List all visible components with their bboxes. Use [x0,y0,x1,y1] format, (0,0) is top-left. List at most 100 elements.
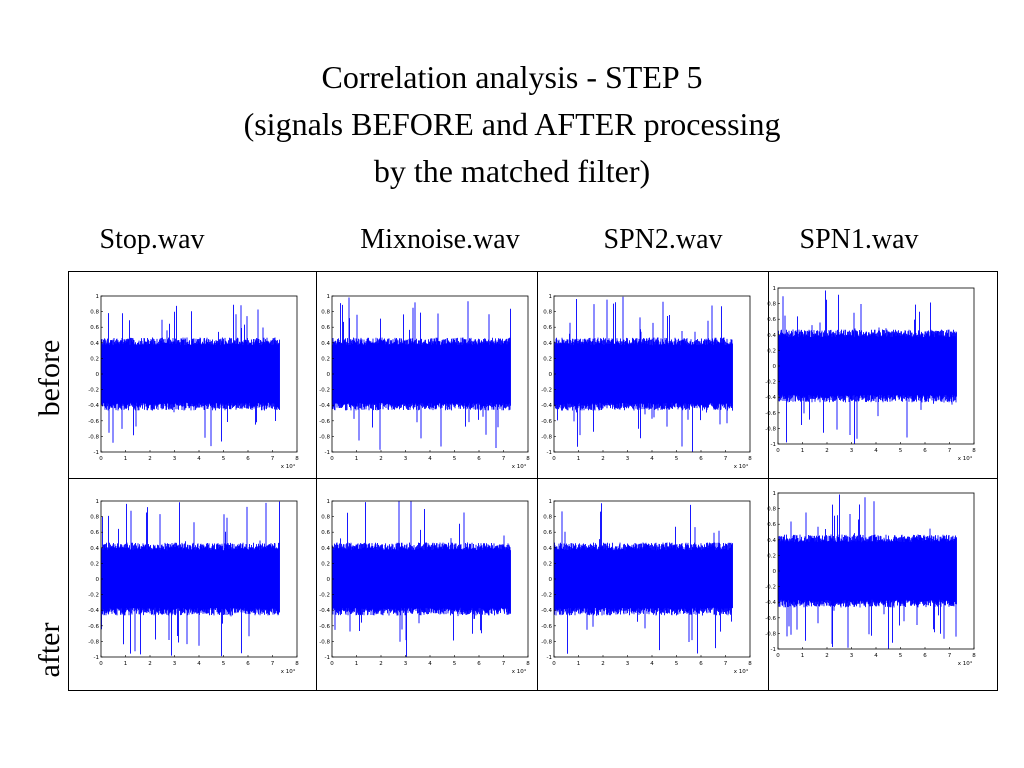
x-tick-label: 4 [428,661,432,667]
plot-after-spn2: 0 1 2 3 4 5 6 7 8 1 0.8 0.6 0.4 0.2 0 -0.2 -0.4 -0.6 -0.8 -… [540,497,758,675]
y-tick-label: 1 [549,499,553,505]
y-tick-label: 0.2 [543,356,552,362]
waveform-chart: 0 1 2 3 4 5 6 7 8 1 0.8 0.6 0.4 0.2 0 -0.2 -0.4 -0.6 -0.8 -… [88,294,299,470]
signal-series-line [778,290,957,444]
y-tick-label: -0.4 [541,403,552,409]
x-tick-label: 7 [724,661,728,667]
x-tick-label: 7 [502,456,506,462]
x-tick-label: 5 [899,448,903,454]
y-tick-label: -0.2 [541,388,552,394]
y-tick-label: 0 [96,372,100,378]
x-tick-label: 8 [526,456,530,462]
y-tick-label: 0.6 [767,317,776,323]
y-tick-label: 1 [773,286,777,292]
y-tick-label: 1 [96,294,100,300]
y-tick-label: 0.4 [321,546,330,552]
x-tick-label: 2 [148,456,152,462]
waveform-chart: 0 1 2 3 4 5 6 7 8 1 0.8 0.6 0.4 0.2 0 -0.2 -0.4 -0.6 -0.8 -… [765,491,976,667]
y-tick-label: 0.6 [543,530,552,536]
y-tick-label: -0.6 [88,624,99,630]
y-tick-label: -0.6 [319,419,330,425]
title-line-2: (signals BEFORE and AFTER processing [243,106,781,142]
y-tick-label: 0 [327,577,331,583]
y-tick-label: -0.8 [765,426,776,432]
y-tick-label: -0.6 [765,411,776,417]
y-tick-label: -0.8 [765,631,776,637]
y-tick-label: 0.4 [90,341,99,347]
y-tick-label: 0 [549,577,553,583]
signal-series-line [554,503,733,654]
x-tick-label: 4 [197,456,201,462]
x-tick-label: 6 [477,456,481,462]
y-tick-label: 0.4 [767,333,776,339]
row-label-after: after [33,622,66,678]
x-tick-label: 5 [222,456,226,462]
x-tick-label: 3 [850,653,854,659]
x-axis-multiplier: x 10⁴ [281,463,296,470]
y-tick-label: 0.6 [543,325,552,331]
y-tick-label: 0.4 [543,546,552,552]
y-tick-label: -0.2 [319,593,330,599]
y-tick-label: 0.8 [543,515,552,521]
y-tick-label: 0.4 [321,341,330,347]
y-tick-label: 0.8 [767,302,776,308]
x-tick-label: 7 [948,448,952,454]
x-tick-label: 4 [650,661,654,667]
column-label-stop: Stop.wav [99,224,205,255]
x-tick-label: 5 [675,661,679,667]
y-tick-label: -1 [547,655,552,661]
signal-series-line [332,501,511,657]
x-tick-label: 5 [222,661,226,667]
y-tick-label: 1 [327,499,331,505]
y-tick-label: -0.8 [319,639,330,645]
x-axis-multiplier: x 10⁴ [281,668,296,675]
y-tick-label: 0 [549,372,553,378]
y-tick-label: 0.8 [543,310,552,316]
plot-before-spn1: 0 1 2 3 4 5 6 7 8 1 0.8 0.6 0.4 0.2 0 -0.2 -0.4 -0.6 -0.8 -… [764,284,982,462]
y-tick-label: -0.6 [319,624,330,630]
y-tick-label: 0.6 [90,530,99,536]
x-tick-label: 2 [148,661,152,667]
y-tick-label: 0.2 [90,356,99,362]
y-tick-label: -0.4 [765,395,776,401]
x-axis-multiplier: x 10⁴ [512,668,527,675]
y-tick-label: -0.4 [765,600,776,606]
x-tick-label: 0 [552,661,556,667]
x-tick-label: 6 [246,456,250,462]
plot-after-mixnoise: 0 1 2 3 4 5 6 7 8 1 0.8 0.6 0.4 0.2 0 -0.2 -0.4 -0.6 -0.8 -… [318,497,536,675]
waveform-chart: 0 1 2 3 4 5 6 7 8 1 0.8 0.6 0.4 0.2 0 -0.2 -0.4 -0.6 -0.8 -… [319,499,530,675]
x-tick-label: 0 [552,456,556,462]
x-tick-label: 8 [748,661,752,667]
y-tick-label: -0.4 [319,403,330,409]
x-tick-label: 8 [295,456,299,462]
y-tick-label: -1 [771,647,776,653]
y-tick-label: -0.6 [541,419,552,425]
column-label-mixnoise: Mixnoise.wav [360,224,520,255]
y-tick-label: 0.8 [90,515,99,521]
y-tick-label: -0.4 [88,403,99,409]
y-tick-label: 0.4 [90,546,99,552]
x-tick-label: 7 [948,653,952,659]
x-tick-label: 6 [923,448,927,454]
y-tick-label: -1 [325,655,330,661]
x-tick-label: 4 [197,661,201,667]
y-tick-label: -0.4 [319,608,330,614]
x-tick-label: 3 [626,456,630,462]
y-tick-label: 0.2 [90,561,99,567]
signal-series-line [554,296,733,452]
waveform-chart: 0 1 2 3 4 5 6 7 8 1 0.8 0.6 0.4 0.2 0 -0.2 -0.4 -0.6 -0.8 -… [765,286,976,462]
x-tick-label: 3 [850,448,854,454]
x-tick-label: 8 [526,661,530,667]
y-tick-label: 1 [327,294,331,300]
x-tick-label: 3 [404,456,408,462]
x-tick-label: 3 [626,661,630,667]
x-tick-label: 2 [601,456,605,462]
x-tick-label: 4 [874,653,878,659]
y-tick-label: 0.2 [321,356,330,362]
y-tick-label: 0.2 [321,561,330,567]
x-tick-label: 2 [379,456,383,462]
row-label-before: before [33,339,66,417]
y-tick-label: 0.6 [767,522,776,528]
x-tick-label: 3 [173,456,177,462]
x-tick-label: 2 [379,661,383,667]
